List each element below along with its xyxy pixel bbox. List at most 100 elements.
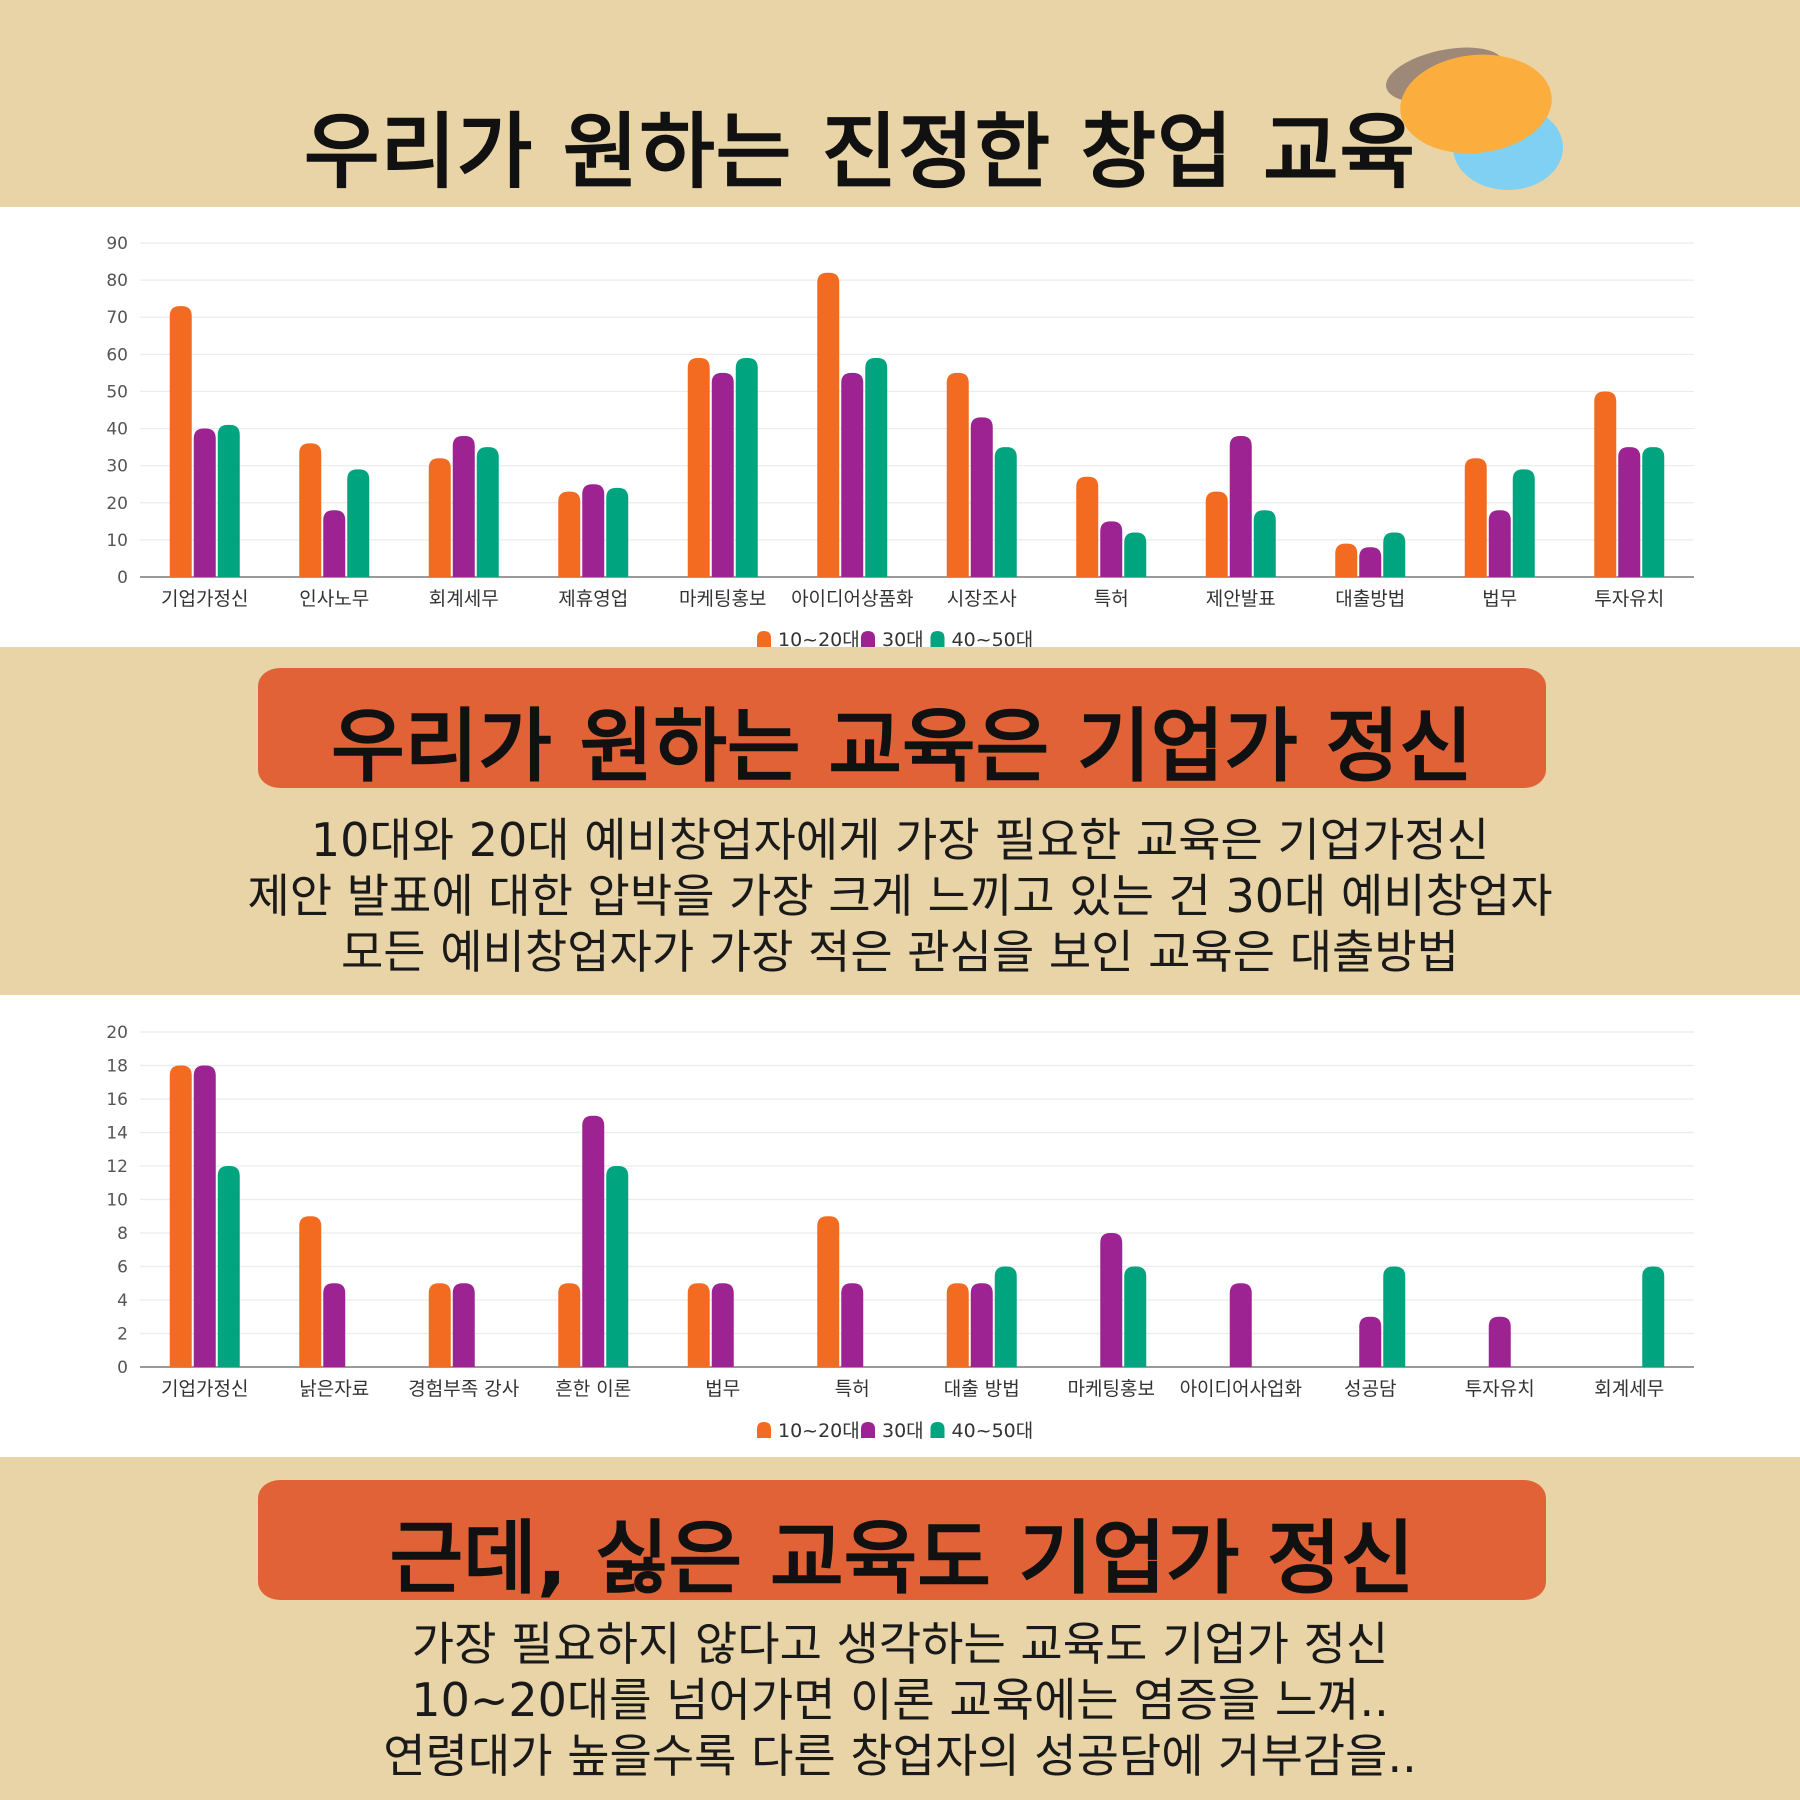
y-tick-label: 14	[106, 1124, 128, 1144]
bar	[735, 358, 758, 577]
bar	[1359, 547, 1382, 577]
bar	[946, 372, 969, 577]
section2-banner-text: 근데, 싫은 교육도 기업가 정신	[389, 1512, 1415, 1605]
section2-banner: 근데, 싫은 교육도 기업가 정신	[258, 1480, 1546, 1605]
bar	[1229, 435, 1252, 577]
bar	[606, 1166, 629, 1367]
x-tick-label: 기업가정신	[161, 1378, 248, 1400]
legend-label: 40~50대	[952, 629, 1034, 647]
bar	[817, 1216, 840, 1367]
x-tick-label: 특허	[1094, 588, 1129, 610]
bar	[1642, 447, 1665, 577]
bar	[558, 1283, 581, 1367]
y-tick-label: 90	[106, 234, 128, 254]
y-tick-label: 2	[117, 1325, 128, 1345]
bar	[865, 358, 888, 577]
section2-line-2: 10~20대를 넘어가면 이론 교육에는 염증을 느껴..	[411, 1673, 1389, 1727]
bar	[1359, 1316, 1382, 1367]
y-tick-label: 16	[106, 1090, 128, 1110]
bar	[841, 1283, 864, 1367]
bar	[428, 458, 451, 577]
section2-line-1: 가장 필요하지 않다고 생각하는 교육도 기업가 정신	[411, 1617, 1389, 1671]
x-tick-label: 시장조사	[947, 588, 1017, 610]
legend-label: 40~50대	[952, 1420, 1034, 1442]
bar	[299, 1216, 322, 1367]
bar	[299, 443, 322, 577]
bar	[970, 417, 993, 577]
section1-line-3: 모든 예비창업자가 가장 적은 관심을 보인 교육은 대출방법	[340, 925, 1460, 979]
x-tick-label: 인사노무	[299, 588, 369, 610]
bar	[1383, 1266, 1406, 1367]
x-tick-label: 마케팅홍보	[1068, 1378, 1155, 1400]
bar	[558, 491, 581, 577]
y-tick-label: 50	[106, 382, 128, 402]
bar	[1100, 521, 1123, 577]
bar	[1253, 510, 1276, 577]
bar	[193, 1065, 216, 1367]
x-tick-label: 회계세무	[429, 588, 499, 610]
bar	[169, 306, 192, 577]
bar	[1229, 1283, 1252, 1367]
y-tick-label: 40	[106, 420, 128, 440]
legend-swatch	[757, 631, 771, 647]
x-tick-label: 투자유치	[1465, 1378, 1535, 1400]
bar	[323, 1283, 346, 1367]
bar	[217, 424, 240, 577]
y-tick-label: 30	[106, 457, 128, 477]
x-tick-label: 경험부족 강사	[408, 1378, 519, 1400]
bar	[946, 1283, 969, 1367]
legend-label: 10~20대	[778, 1420, 860, 1442]
section1-line-1: 10대와 20대 예비창업자에게 가장 필요한 교육은 기업가정신	[310, 813, 1490, 867]
section1-description: 10대와 20대 예비창업자에게 가장 필요한 교육은 기업가정신 제안 발표에…	[0, 812, 1800, 980]
y-tick-label: 12	[106, 1157, 128, 1177]
x-tick-label: 법무	[1482, 588, 1517, 610]
bar	[687, 1283, 710, 1367]
bar	[1205, 491, 1228, 577]
bar	[582, 484, 605, 577]
x-tick-label: 투자유치	[1594, 588, 1664, 610]
section2-description: 가장 필요하지 않다고 생각하는 교육도 기업가 정신 10~20대를 넘어가면…	[0, 1616, 1800, 1784]
bar	[169, 1065, 192, 1367]
chart-panel-unwanted-education: 0 2 4 6 8 10 12 14 16 18 20 기업가정신 낡은자료 경험부족 강사 흔한 이론 법무…	[0, 995, 1800, 1457]
page-title: 우리가 원하는 진정한 창업 교육	[304, 105, 1416, 200]
bar	[970, 1283, 993, 1367]
legend-label: 30대	[882, 1420, 924, 1442]
legend-swatch	[930, 631, 945, 647]
bar	[1488, 510, 1511, 577]
y-tick-label: 20	[106, 494, 128, 514]
bar	[452, 435, 475, 577]
bar	[817, 272, 840, 577]
section1-banner: 우리가 원하는 교육은 기업가 정신	[258, 668, 1546, 793]
x-tick-label: 대출 방법	[944, 1378, 1020, 1400]
x-tick-label: 아이디어사업화	[1180, 1378, 1302, 1400]
bar	[1464, 458, 1487, 577]
x-tick-label: 특허	[835, 1378, 870, 1400]
bar	[323, 510, 346, 577]
legend-label: 30대	[882, 629, 924, 647]
x-tick-label: 회계세무	[1594, 1378, 1664, 1400]
bar	[347, 469, 370, 577]
bar	[1618, 447, 1641, 577]
bar	[1594, 391, 1617, 577]
bar	[452, 1283, 475, 1367]
y-tick-label: 10	[106, 531, 128, 551]
x-tick-label: 아이디어상품화	[791, 588, 913, 610]
x-tick-label: 기업가정신	[161, 588, 248, 610]
x-tick-label: 대출방법	[1335, 588, 1405, 610]
y-tick-label: 0	[117, 568, 128, 588]
x-tick-label: 낡은자료	[299, 1378, 369, 1400]
bar	[711, 1283, 734, 1367]
legend-swatch	[861, 1422, 875, 1438]
bar	[994, 447, 1017, 577]
bar	[1076, 476, 1099, 577]
y-tick-label: 0	[117, 1358, 128, 1378]
bar	[841, 372, 864, 577]
bar	[1100, 1233, 1123, 1367]
bar	[1642, 1266, 1665, 1367]
legend-swatch	[757, 1422, 771, 1438]
bar	[1124, 532, 1147, 577]
bar	[606, 487, 629, 577]
bar	[1512, 469, 1535, 577]
bar	[687, 358, 710, 577]
y-tick-label: 80	[106, 271, 128, 291]
